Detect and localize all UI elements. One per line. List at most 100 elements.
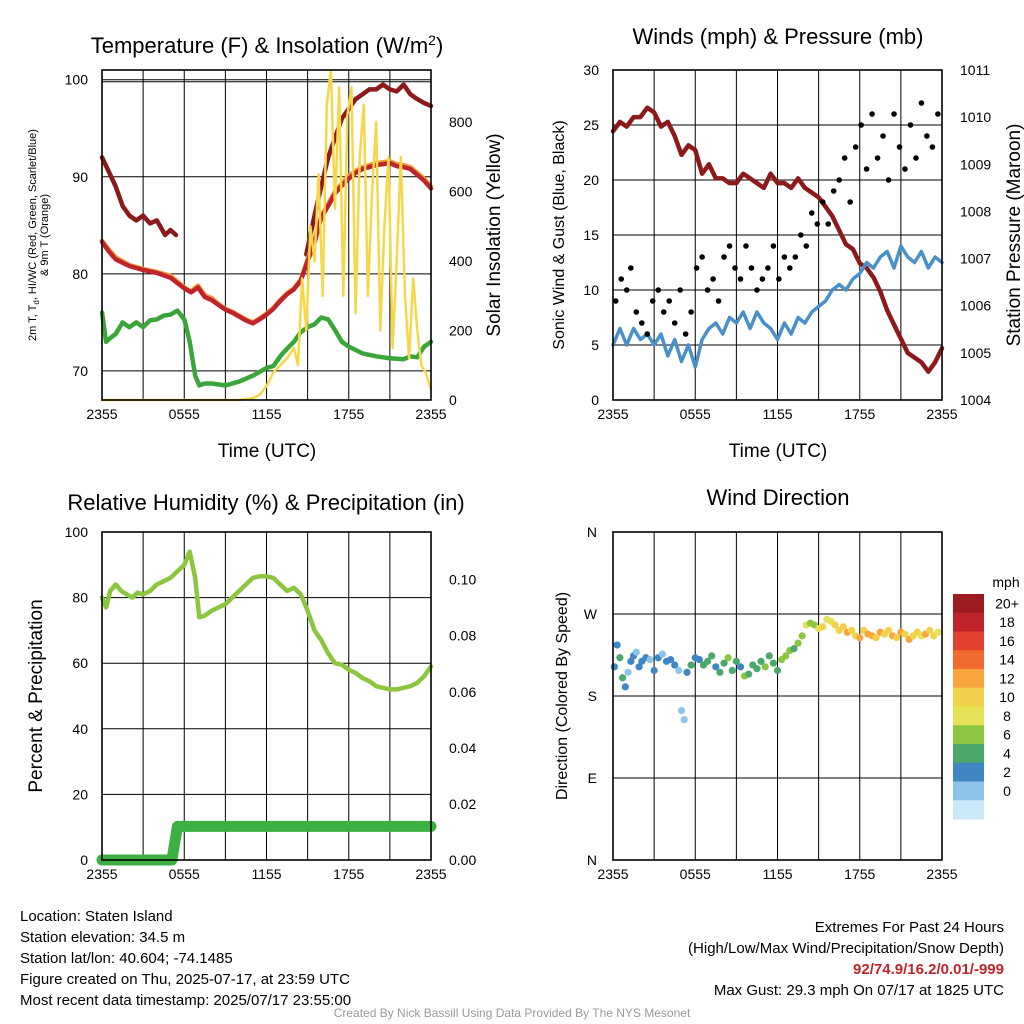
gust-point bbox=[874, 155, 881, 161]
direction-point bbox=[728, 666, 736, 675]
x-tick-label: 2355 bbox=[415, 406, 446, 422]
colorbar-label: 8 bbox=[1003, 708, 1011, 724]
gust-point bbox=[770, 243, 777, 249]
y-tick-label: 15 bbox=[583, 227, 599, 243]
gust-point bbox=[803, 243, 810, 249]
direction-point bbox=[616, 654, 624, 662]
gust-point bbox=[628, 265, 634, 271]
x-tick-label: 2355 bbox=[415, 866, 446, 882]
gust-point bbox=[765, 265, 771, 271]
direction-point bbox=[650, 666, 658, 675]
gust-point bbox=[847, 199, 853, 205]
direction-point bbox=[790, 645, 798, 653]
colorbar-label: 2 bbox=[1003, 764, 1011, 780]
y-tick-label: 5 bbox=[591, 337, 599, 353]
series-line bbox=[99, 155, 179, 238]
gust-point bbox=[699, 254, 705, 260]
direction-point bbox=[680, 716, 688, 724]
x-tick-label: 1755 bbox=[333, 866, 364, 882]
plot-frame bbox=[612, 531, 943, 861]
x-tick-label: 0555 bbox=[680, 866, 711, 882]
winds-xlabel: Time (UTC) bbox=[729, 441, 828, 462]
series-line bbox=[99, 549, 434, 692]
x-tick-label: 0555 bbox=[169, 406, 200, 422]
plot-frame bbox=[101, 69, 432, 401]
y-tick-label: 40 bbox=[72, 721, 88, 737]
y2-tick-label: 800 bbox=[449, 114, 473, 130]
y2-tick-label: 0.10 bbox=[449, 572, 476, 588]
y-tick-label: 20 bbox=[583, 172, 599, 188]
series-line bbox=[611, 244, 944, 369]
colorbar-swatch bbox=[953, 744, 984, 764]
gust-point bbox=[869, 111, 875, 117]
colorbar-label: 14 bbox=[999, 652, 1015, 668]
y-tick-label: 60 bbox=[72, 655, 88, 671]
series-line bbox=[99, 160, 434, 326]
max-gust-text: Max Gust: 29.3 mph On 07/17 at 1825 UTC bbox=[713, 982, 1004, 999]
x-tick-label: 1155 bbox=[251, 406, 281, 422]
winds-title: Winds (mph) & Pressure (mb) bbox=[633, 24, 924, 49]
gust-point bbox=[633, 309, 640, 315]
humidity-title: Relative Humidity (%) & Precipitation (i… bbox=[67, 490, 464, 515]
direction-point bbox=[635, 663, 643, 671]
gust-point bbox=[885, 177, 892, 183]
y2-tick-label: 200 bbox=[449, 323, 473, 339]
direction-point bbox=[610, 663, 618, 671]
colorbar-label: 4 bbox=[1003, 745, 1011, 761]
y-tick-label: 10 bbox=[583, 282, 599, 298]
direction-tick-label: E bbox=[588, 770, 597, 786]
direction-point bbox=[613, 641, 621, 649]
colorbar-label: 6 bbox=[1003, 727, 1011, 743]
winds-ylabel: Sonic Wind & Gust (Blue, Black) bbox=[551, 120, 568, 349]
colorbar-label: 12 bbox=[999, 670, 1015, 686]
wind-direction-ylabel: Direction (Colored By Speed) bbox=[554, 592, 571, 800]
colorbar-label: 0 bbox=[1003, 783, 1011, 799]
x-tick-label: 1155 bbox=[762, 406, 792, 422]
y2-tick-label: 400 bbox=[449, 253, 473, 269]
y2-tick-label: 0.04 bbox=[449, 740, 476, 756]
y2-tick-label: 0.08 bbox=[449, 628, 476, 644]
gust-point bbox=[902, 166, 908, 172]
direction-point bbox=[856, 634, 864, 642]
gust-point bbox=[814, 221, 821, 227]
direction-point bbox=[745, 670, 753, 678]
y2-tick-label: 1006 bbox=[960, 298, 991, 314]
direction-tick-label: N bbox=[587, 524, 597, 540]
colorbar-swatch bbox=[953, 631, 984, 651]
gust-point bbox=[825, 221, 832, 227]
gust-point bbox=[682, 331, 689, 337]
direction-point bbox=[769, 659, 777, 667]
colorbar-swatch bbox=[953, 669, 984, 689]
gust-point bbox=[649, 298, 656, 304]
direction-point bbox=[831, 621, 839, 629]
gust-point bbox=[891, 111, 897, 117]
direction-point bbox=[819, 623, 827, 631]
gust-point bbox=[935, 111, 941, 117]
gust-point bbox=[852, 144, 859, 150]
gust-point bbox=[924, 133, 930, 139]
temperature-ylabel-line2: & 9m T (Orange) bbox=[39, 194, 51, 276]
y-tick-label: 90 bbox=[72, 169, 88, 185]
gust-point bbox=[737, 276, 744, 282]
extremes-values: 92/74.9/16.2/0.01/-999 bbox=[853, 961, 1004, 978]
direction-point bbox=[724, 654, 732, 662]
x-tick-label: 2355 bbox=[86, 406, 117, 422]
x-tick-label: 0555 bbox=[169, 866, 200, 882]
gust-point bbox=[792, 254, 799, 260]
y2-tick-label: 600 bbox=[449, 184, 473, 200]
x-tick-label: 1155 bbox=[251, 866, 281, 882]
x-tick-label: 2355 bbox=[86, 866, 117, 882]
pressure-ylabel: Station Pressure (Maroon) bbox=[1004, 124, 1024, 347]
y2-tick-label: 1005 bbox=[960, 345, 991, 361]
direction-point bbox=[757, 657, 765, 665]
direction-point bbox=[773, 666, 782, 675]
x-tick-label: 1155 bbox=[762, 866, 792, 882]
station-info: Location: Staten Island Station elevatio… bbox=[20, 906, 351, 1011]
colorbar-swatch bbox=[953, 725, 984, 745]
y2-tick-label: 0.06 bbox=[449, 684, 476, 700]
gust-point bbox=[918, 100, 925, 106]
gust-point bbox=[836, 177, 842, 183]
y-tick-label: 25 bbox=[583, 117, 599, 133]
direction-point bbox=[893, 634, 901, 642]
elevation-text: Station elevation: 34.5 m bbox=[20, 929, 186, 946]
